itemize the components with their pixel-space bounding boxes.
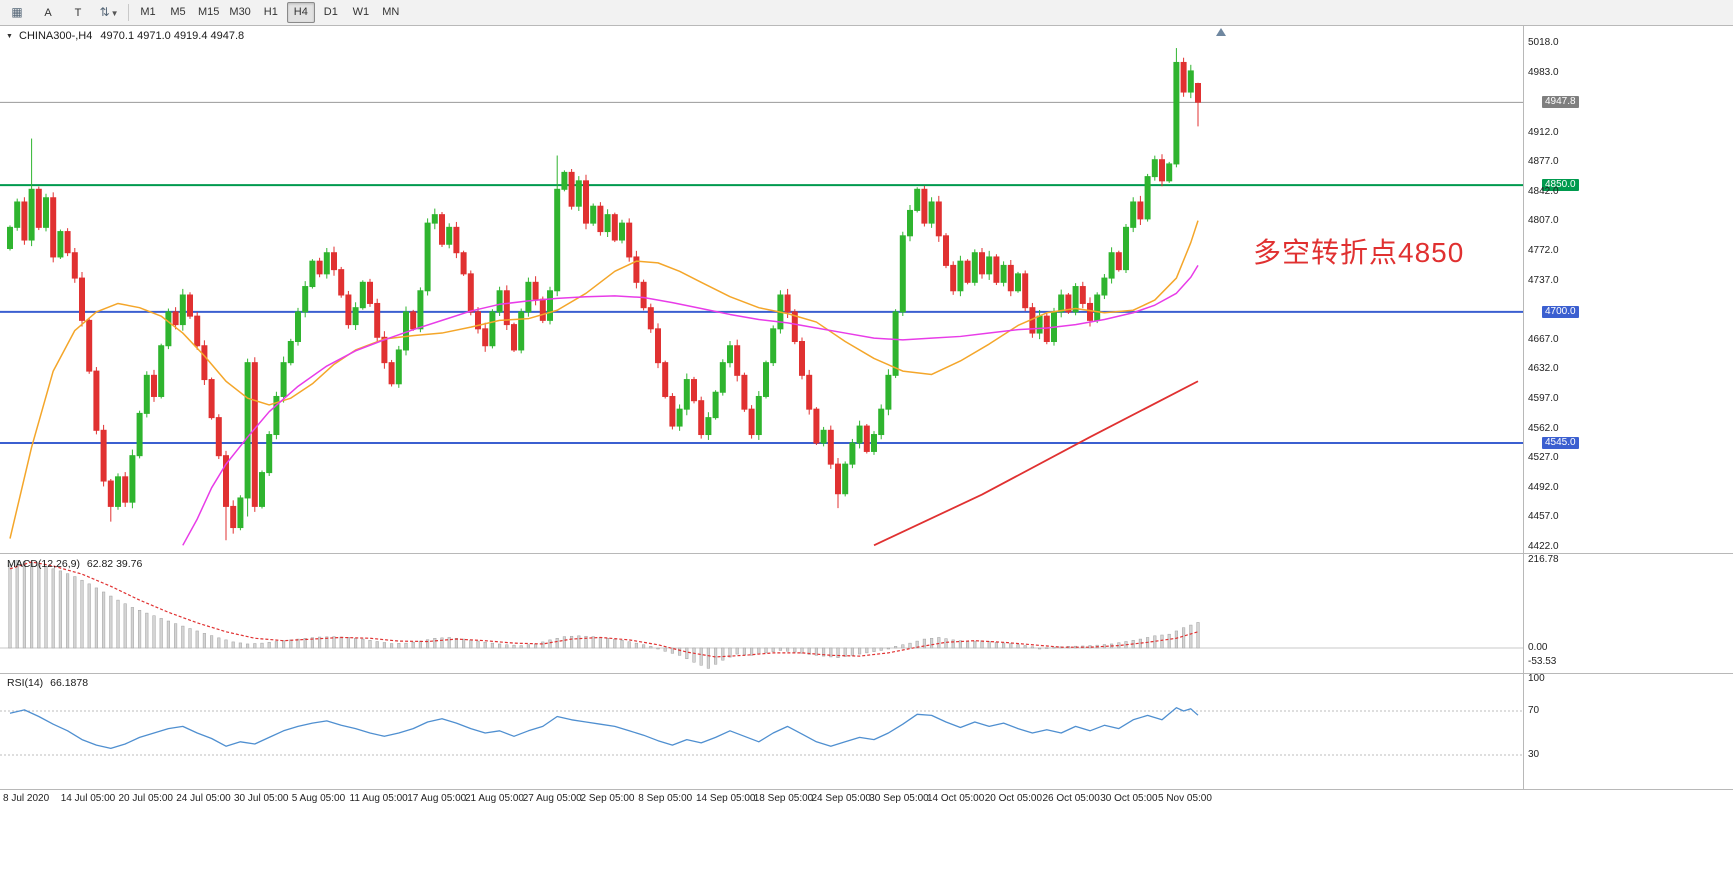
timeframe-buttons: M1 M5 M15 M30 H1 H4 D1 W1 MN xyxy=(133,2,406,23)
price-axis-label: 4457.0 xyxy=(1528,511,1559,523)
toolbar-separator xyxy=(128,4,129,21)
chart-annotation-text[interactable]: 多空转折点4850 xyxy=(1253,237,1465,268)
time-axis-label: 20 Oct 05:00 xyxy=(984,793,1043,804)
grid-icon: ▦ xyxy=(11,5,23,19)
time-axis-label: 24 Sep 05:00 xyxy=(811,793,872,804)
time-axis-label: 27 Aug 05:00 xyxy=(522,793,582,804)
timeframe-button-M15[interactable]: M15 xyxy=(198,6,220,18)
price-line-label-4850.0[interactable]: 4850.0 xyxy=(1542,179,1579,192)
macd-rsi-separator[interactable] xyxy=(0,673,1733,674)
chart-macd-separator[interactable] xyxy=(0,553,1733,554)
price-axis-label: 5018.0 xyxy=(1528,37,1559,48)
time-axis-label: 26 Oct 05:00 xyxy=(1042,793,1100,804)
rsi-value: 66.1878 xyxy=(50,677,89,689)
time-axis-label: 30 Jul 05:00 xyxy=(234,793,289,804)
time-axis-label: 24 Jul 05:00 xyxy=(176,793,231,804)
chart-shift-marker[interactable] xyxy=(1216,28,1226,36)
rsi-axis-30: 30 xyxy=(1528,749,1540,760)
macd-canvas[interactable] xyxy=(0,555,1523,673)
rsi-name: RSI(14) xyxy=(7,677,44,689)
rsi-axis-70: 70 xyxy=(1528,705,1540,716)
time-axis-label: 30 Oct 05:00 xyxy=(1100,793,1158,804)
macd-values: 62.82 39.76 xyxy=(86,558,143,570)
price-chart-canvas[interactable] xyxy=(0,25,1523,553)
price-line-label-4947.8[interactable]: 4947.8 xyxy=(1542,96,1579,109)
timeframe-button-M1[interactable]: M1 xyxy=(140,6,156,18)
time-axis-label: 20 Jul 05:00 xyxy=(118,793,174,804)
price-axis-label: 4632.0 xyxy=(1528,363,1559,375)
time-axis-label: 5 Nov 05:00 xyxy=(1158,793,1212,804)
price-axis-label: 4772.0 xyxy=(1528,245,1559,257)
price-axis-label: 4527.0 xyxy=(1528,452,1559,464)
time-axis-label: 5 Aug 05:00 xyxy=(291,793,346,804)
rsi-canvas[interactable] xyxy=(0,675,1523,789)
time-axis-label: 18 Sep 05:00 xyxy=(753,793,814,804)
objects-dropdown-button[interactable]: ⇅▼ xyxy=(95,2,123,23)
annotate-a-tool[interactable]: A xyxy=(44,7,52,19)
time-axis-label: 14 Oct 05:00 xyxy=(927,793,985,804)
timeframe-button-M30[interactable]: M30 xyxy=(229,6,251,18)
time-axis-label: 21 Aug 05:00 xyxy=(465,793,524,804)
rsi-timeaxis-separator xyxy=(0,789,1733,790)
price-axis-label: 4492.0 xyxy=(1528,481,1559,493)
macd-name: MACD(12,26,9) xyxy=(7,558,80,570)
price-axis-label: 4912.0 xyxy=(1528,126,1559,138)
timeframe-button-W1[interactable]: W1 xyxy=(352,6,370,18)
price-axis-label: 4877.0 xyxy=(1528,156,1559,168)
macd-label: MACD(12,26,9) 62.82 39.76 xyxy=(7,558,142,570)
rsi-axis-100: 100 xyxy=(1528,673,1545,684)
price-line-label-4545.0[interactable]: 4545.0 xyxy=(1542,436,1579,449)
price-axis-label: 4562.0 xyxy=(1528,422,1559,434)
macd-axis-zero: 0.00 xyxy=(1528,642,1548,653)
price-axis-border xyxy=(1523,25,1524,790)
price-axis-label: 4737.0 xyxy=(1528,274,1559,286)
price-line-label-4700.0[interactable]: 4700.0 xyxy=(1542,305,1579,318)
time-axis-label: 2 Sep 05:00 xyxy=(580,793,635,804)
time-axis-label: 30 Sep 05:00 xyxy=(869,793,929,804)
chart-grid-icon[interactable]: ▦ xyxy=(3,2,31,23)
ohlc-values: 4970.1 4971.0 4919.4 4947.8 xyxy=(100,30,245,42)
rsi-label: RSI(14) 66.1878 xyxy=(7,677,88,689)
chevron-down-icon: ▼ xyxy=(110,9,119,18)
time-axis-label: 17 Aug 05:00 xyxy=(407,793,467,804)
timeframe-button-H4[interactable]: H4 xyxy=(286,2,315,23)
timeframe-button-M5[interactable]: M5 xyxy=(170,6,186,18)
time-axis-label: 14 Jul 05:00 xyxy=(60,793,116,804)
text-t-tool[interactable]: T xyxy=(74,7,82,19)
price-axis-label: 4667.0 xyxy=(1528,333,1559,345)
macd-axis-min: -53.53 xyxy=(1528,656,1557,667)
candles-arrows-icon: ⇅ xyxy=(99,5,110,19)
price-axis-label: 4597.0 xyxy=(1528,393,1559,404)
time-axis-label: 11 Aug 05:00 xyxy=(349,793,408,804)
timeframe-button-MN[interactable]: MN xyxy=(382,6,400,18)
price-axis-label: 4983.0 xyxy=(1528,66,1559,78)
one-click-trading-arrow[interactable]: ▼ xyxy=(6,33,13,40)
timeframe-button-D1[interactable]: D1 xyxy=(323,6,338,18)
time-axis-label: 8 Sep 05:00 xyxy=(638,793,693,804)
time-axis-label: 14 Sep 05:00 xyxy=(696,793,756,804)
price-axis-label: 4842.0 xyxy=(1528,185,1559,197)
time-axis-label: 8 Jul 2020 xyxy=(3,793,50,804)
chart-title: ▼ CHINA300-,H4 4970.1 4971.0 4919.4 4947… xyxy=(6,30,244,42)
symbol-timeframe-label: CHINA300-,H4 xyxy=(19,30,93,42)
macd-axis-max: 216.78 xyxy=(1528,554,1559,565)
price-axis-label: 4807.0 xyxy=(1528,215,1559,227)
timeframe-button-H1[interactable]: H1 xyxy=(263,6,278,18)
price-axis-label: 4422.0 xyxy=(1528,541,1559,552)
